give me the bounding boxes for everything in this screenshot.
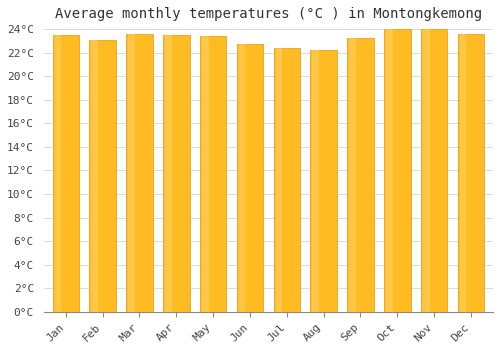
- Bar: [236, 44, 263, 312]
- Bar: [54, 35, 62, 312]
- Bar: [165, 35, 172, 312]
- Bar: [460, 34, 466, 312]
- Bar: [423, 29, 430, 312]
- Bar: [386, 29, 393, 312]
- Bar: [239, 44, 246, 312]
- Bar: [92, 40, 98, 312]
- Title: Average monthly temperatures (°C ) in Montongkemong: Average monthly temperatures (°C ) in Mo…: [55, 7, 482, 21]
- Bar: [350, 38, 356, 312]
- Bar: [312, 50, 319, 312]
- Bar: [163, 35, 190, 312]
- Bar: [384, 29, 410, 312]
- Bar: [421, 29, 448, 312]
- Bar: [274, 48, 300, 312]
- Bar: [202, 36, 208, 312]
- Bar: [458, 34, 484, 312]
- Bar: [347, 38, 374, 312]
- Bar: [52, 35, 79, 312]
- Bar: [126, 34, 152, 312]
- Bar: [276, 48, 282, 312]
- Bar: [310, 50, 337, 312]
- Bar: [90, 40, 116, 312]
- Bar: [128, 34, 135, 312]
- Bar: [200, 36, 226, 312]
